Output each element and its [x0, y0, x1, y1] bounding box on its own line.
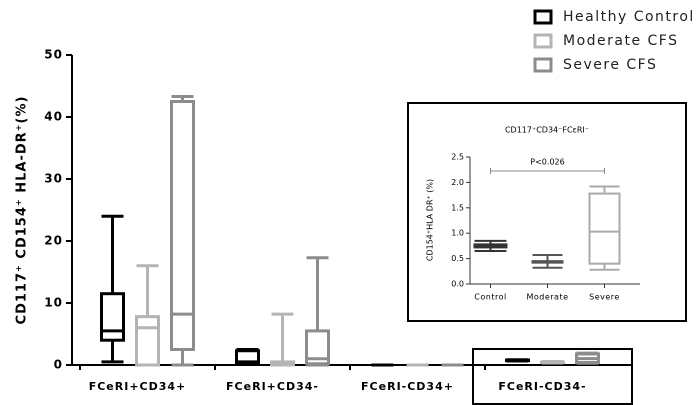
y-axis-label: CD117⁺ CD154⁺ HLA-DR⁺(%)	[15, 96, 30, 325]
inset-y-tick-label: 1.0	[451, 229, 464, 238]
legend-label: Healthy Control	[563, 9, 695, 25]
inset-x-tick-label: Control	[474, 293, 506, 302]
inset-y-label: CD154⁺HLA DR⁺ (%)	[426, 179, 435, 261]
legend-label: Moderate CFS	[563, 33, 679, 49]
inset-x-tick-label: Moderate	[526, 293, 568, 302]
x-tick-label: FCeRI+CD34+	[89, 380, 187, 393]
annotation: P<0.026	[530, 158, 564, 167]
box	[170, 100, 195, 351]
y-tick-label: 30	[44, 172, 63, 186]
box	[305, 329, 330, 366]
x-tick-label: FCeRI+CD34-	[226, 380, 319, 393]
y-tick-label: 50	[44, 48, 63, 62]
x-tick-label: FCeRI-CD34+	[361, 380, 454, 393]
inset-x-tick-label: Severe	[589, 293, 620, 302]
inset-frame	[407, 102, 687, 322]
inset-y-tick-label: 2.5	[451, 153, 464, 162]
highlight-box	[472, 348, 633, 405]
box	[588, 192, 621, 265]
inset-y-tick-label: 0.5	[451, 254, 464, 263]
legend-swatch	[533, 33, 553, 49]
inset-title: CD117⁺CD34⁻FCεRI⁻	[505, 126, 589, 135]
legend-label: Severe CFS	[563, 57, 657, 73]
inset-y-tick-label: 1.5	[451, 203, 464, 212]
box	[100, 292, 125, 342]
box	[135, 315, 160, 367]
legend-swatch	[533, 57, 553, 73]
legend-swatch	[533, 9, 553, 25]
y-tick-label: 10	[44, 296, 63, 310]
y-tick-label: 0	[54, 358, 63, 372]
y-tick-label: 40	[44, 110, 63, 124]
inset-y-tick-label: 2.0	[451, 178, 464, 187]
x-tick-label: FCeRI-CD34-	[498, 380, 586, 393]
inset-y-tick-label: 0.0	[451, 280, 464, 289]
y-tick-label: 20	[44, 234, 63, 248]
